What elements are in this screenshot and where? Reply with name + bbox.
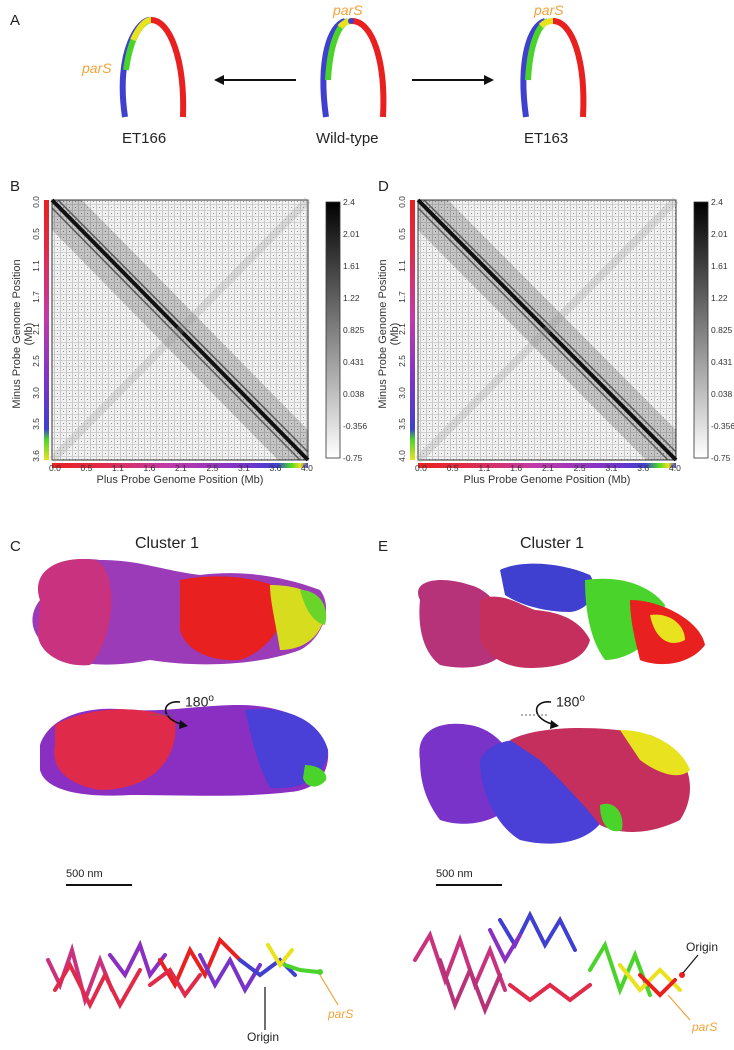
- xtick-b-8: 4.0: [301, 463, 313, 473]
- scale-label-e: 500 nm: [436, 868, 473, 880]
- cbar-tick-d-3: 1.22: [711, 293, 728, 303]
- arc-wild-type: [320, 18, 387, 118]
- pars-label-e: parS: [692, 1020, 718, 1034]
- cluster-title-e: Cluster 1: [520, 535, 585, 552]
- genome-bar-x-d: [418, 463, 676, 468]
- ytick-d-5: 2.5: [396, 354, 407, 367]
- ytick-b-6: 3.0: [30, 386, 41, 399]
- ytick-b-2: 1.1: [30, 259, 41, 272]
- origin-label-e: Origin: [686, 940, 719, 954]
- ytick-b-1: 0.5: [30, 227, 41, 240]
- xtick-d-1: 0.5: [446, 463, 459, 473]
- ytick-b-4: 2.1: [30, 323, 41, 335]
- xtick-d-4: 2.1: [542, 463, 554, 473]
- xtick-b-2: 1.1: [112, 463, 124, 473]
- heatmap-d: [415, 197, 679, 463]
- ytick-d-6: 3.0: [396, 386, 407, 399]
- cbar-tick-b-0: 2.4: [343, 197, 355, 207]
- surface-c-top: [32, 559, 327, 666]
- ytick-b-8: 3.6: [30, 450, 41, 462]
- xtick-d-0: 0.0: [415, 463, 427, 473]
- ytick-d-0: 0.0: [396, 196, 407, 208]
- xlabel-d: Plus Probe Genome Position (Mb): [463, 474, 631, 486]
- xtick-b-4: 2.1: [175, 463, 187, 473]
- panel-letter-b: B: [10, 178, 21, 195]
- ytick-b-0: 0.0: [30, 196, 41, 208]
- ytick-d-1: 0.5: [396, 227, 407, 240]
- cbar-tick-d-7: -0.356: [711, 421, 734, 431]
- cbar-tick-b-1: 2.01: [343, 229, 360, 239]
- ytick-d-8: 4.0: [396, 450, 407, 462]
- strain-label-wild-type: Wild-type: [316, 130, 379, 147]
- pars-label-et163: parS: [534, 2, 564, 18]
- pars-label-c: parS: [328, 1007, 354, 1021]
- xtick-b-0: 0.0: [49, 463, 61, 473]
- xtick-d-7: 3.6: [637, 463, 650, 473]
- ytick-b-5: 2.5: [30, 354, 41, 367]
- pars-label-et166: parS: [82, 60, 112, 76]
- arrow-left-icon: [214, 75, 296, 85]
- cbar-tick-b-2: 1.61: [343, 261, 360, 271]
- panel-letter-d: D: [378, 178, 389, 195]
- structure-e: [413, 910, 699, 1021]
- cbar-tick-d-0: 2.4: [711, 197, 723, 207]
- cbar-tick-d-4: 0.825: [711, 325, 733, 335]
- cluster-title-c: Cluster 1: [135, 535, 200, 552]
- strain-label-et163: ET163: [524, 130, 569, 147]
- arc-et163: [520, 18, 587, 118]
- cbar-tick-b-8: -0.75: [343, 453, 363, 463]
- ytick-b-7: 3.5: [30, 418, 41, 431]
- arc-et166: [119, 17, 187, 118]
- cbar-tick-d-2: 1.61: [711, 261, 728, 271]
- xtick-d-5: 2.5: [573, 463, 586, 473]
- panel-letter-c: C: [10, 538, 21, 555]
- cbar-tick-d-5: 0.431: [711, 357, 733, 367]
- panel-letter-a: A: [10, 12, 21, 29]
- cbar-tick-b-7: -0.356: [343, 421, 368, 431]
- xlabel-b: Plus Probe Genome Position (Mb): [96, 474, 264, 486]
- xtick-b-6: 3.1: [238, 463, 250, 473]
- xtick-b-1: 0.5: [80, 463, 93, 473]
- cbar-tick-b-4: 0.825: [343, 325, 365, 335]
- rotation-arrow-icon-e: [521, 701, 559, 729]
- rotation-label-c: 180o: [185, 693, 214, 710]
- cbar-tick-d-6: 0.038: [711, 389, 733, 399]
- ytick-b-3: 1.7: [30, 291, 41, 304]
- xtick-b-3: 1.6: [143, 463, 156, 473]
- structure-c: [46, 936, 339, 1030]
- rotation-arrow-icon-c: [150, 701, 188, 729]
- surface-e-bottom: [419, 723, 690, 844]
- ytick-d-7: 3.5: [396, 418, 407, 431]
- genome-bar-y-d: [410, 200, 415, 460]
- cbar-tick-d-8: -0.75: [711, 453, 731, 463]
- strain-label-et166: ET166: [122, 130, 167, 147]
- ytick-d-2: 1.1: [396, 259, 407, 272]
- xtick-d-2: 1.1: [478, 463, 491, 473]
- xtick-d-3: 1.6: [510, 463, 523, 473]
- cbar-tick-d-1: 2.01: [711, 229, 728, 239]
- origin-label-c: Origin: [247, 1030, 280, 1044]
- arrow-right-icon: [412, 75, 494, 85]
- panel-letter-e: E: [378, 538, 389, 555]
- surface-c-bottom: [40, 705, 329, 796]
- colorbar-d: [693, 201, 709, 459]
- pars-label-wild-type: parS: [333, 2, 363, 18]
- ytick-d-4: 2.1: [396, 323, 407, 335]
- genome-bar-x-b: [52, 463, 308, 468]
- ytick-d-3: 1.7: [396, 291, 407, 304]
- colorbar-b: [325, 201, 341, 459]
- cbar-tick-b-3: 1.22: [343, 293, 360, 303]
- scale-label-c: 500 nm: [66, 868, 103, 880]
- rotation-label-e: 180o: [556, 693, 585, 710]
- cbar-tick-b-5: 0.431: [343, 357, 365, 367]
- heatmap-b: [49, 197, 311, 463]
- genome-bar-y-b: [44, 200, 49, 460]
- surface-e-top: [418, 563, 705, 668]
- xtick-b-7: 3.6: [269, 463, 282, 473]
- xtick-d-6: 3.1: [605, 463, 618, 473]
- xtick-d-8: 4.0: [669, 463, 681, 473]
- cbar-tick-b-6: 0.038: [343, 389, 365, 399]
- xtick-b-5: 2.5: [206, 463, 219, 473]
